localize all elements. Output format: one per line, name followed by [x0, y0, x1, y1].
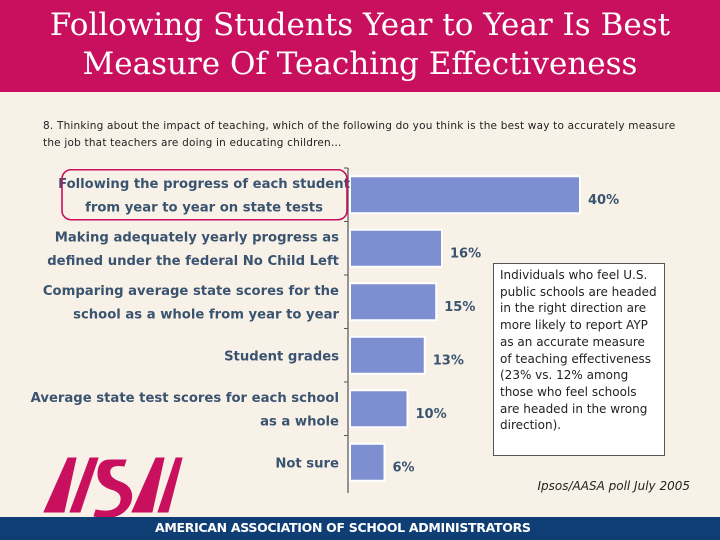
bar-value-label: 16% — [450, 246, 481, 261]
category-label: Not sure — [275, 456, 339, 471]
category-label: Student grades — [224, 349, 339, 364]
category-label: defined under the federal No Child Left — [47, 254, 339, 269]
bar — [349, 228, 443, 268]
source-citation: Ipsos/AASA poll July 2005 — [537, 479, 690, 493]
bar-value-label: 6% — [393, 460, 415, 475]
bar-value-label: 13% — [433, 353, 464, 368]
category-label: Average state test scores for each schoo… — [31, 391, 339, 406]
bar — [349, 335, 426, 375]
category-label: as a whole — [260, 415, 339, 430]
bar — [349, 389, 409, 429]
logo-stroke-a1 — [43, 457, 77, 513]
category-label: Making adequately yearly progress as — [55, 231, 339, 246]
category-label: Comparing average state scores for the — [43, 284, 339, 299]
aasa-logo — [43, 457, 183, 518]
logo-stroke-a2 — [69, 457, 99, 513]
organization-name: AMERICAN ASSOCIATION OF SCHOOL ADMINISTR… — [155, 520, 531, 535]
bar — [349, 442, 386, 482]
logo-stroke-a4 — [157, 457, 183, 513]
title-line-2: Measure Of Teaching Effectiveness — [82, 46, 638, 82]
callout-note: Individuals who feel U.S. public schools… — [493, 263, 665, 456]
bar-value-label: 15% — [444, 300, 475, 315]
slide-title: Following Students Year to Year Is Best … — [0, 6, 720, 84]
category-label: Following the progress of each student — [58, 177, 350, 192]
bar-value-label: 10% — [416, 407, 447, 422]
category-label: school as a whole from year to year — [73, 308, 339, 323]
bar-value-label: 40% — [588, 193, 619, 208]
category-label: from year to year on state tests — [85, 201, 323, 216]
logo-stroke-s — [93, 459, 133, 518]
footer-bar: AMERICAN ASSOCIATION OF SCHOOL ADMINISTR… — [0, 517, 720, 540]
title-banner: Following Students Year to Year Is Best … — [0, 0, 720, 92]
highlight-outline — [61, 168, 348, 221]
title-line-1: Following Students Year to Year Is Best — [49, 7, 671, 43]
survey-question: 8. Thinking about the impact of teaching… — [43, 120, 676, 149]
logo-stroke-a3 — [131, 457, 165, 513]
bar — [349, 175, 581, 215]
bar — [349, 282, 438, 322]
